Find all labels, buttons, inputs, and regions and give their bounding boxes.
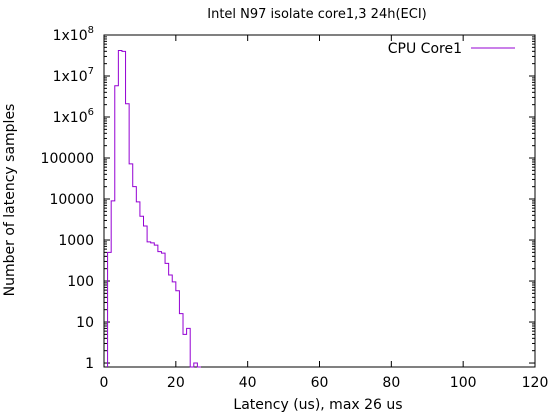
x-tick-label: 0 <box>100 375 109 391</box>
y-tick-label: 1x107 <box>53 66 94 85</box>
y-tick-label: 10000 <box>49 192 94 208</box>
x-tick-label: 100 <box>450 375 477 391</box>
y-tick-label: 1x106 <box>53 107 94 126</box>
y-tick-label: 1 <box>85 356 94 372</box>
x-tick-label: 120 <box>522 375 549 391</box>
plot-area-border <box>103 34 536 368</box>
y-axis-label: Number of latency samples <box>2 104 18 297</box>
x-tick-label: 60 <box>311 375 329 391</box>
x-tick-label: 40 <box>239 375 257 391</box>
series-line-cpu-core1 <box>107 49 201 368</box>
y-tick-label: 100 <box>67 274 94 290</box>
chart-title: Intel N97 isolate core1,3 24h(ECI) <box>207 7 426 22</box>
x-axis-label: Latency (us), max 26 us <box>233 397 402 413</box>
y-tick-label: 1000 <box>58 233 94 249</box>
y-tick-label: 1x108 <box>53 25 94 44</box>
x-axis: 0 20 40 60 80 100 120 <box>100 35 549 391</box>
y-axis: 1x108 1x107 1x106 100000 10000 1000 100 10 1 <box>41 25 535 372</box>
legend: CPU Core1 <box>388 41 515 57</box>
series-layer <box>107 49 201 368</box>
x-tick-label: 20 <box>167 375 185 391</box>
legend-label-cpu-core1: CPU Core1 <box>388 41 462 57</box>
x-tick-label: 80 <box>382 375 400 391</box>
y-tick-label: 100000 <box>41 151 94 167</box>
y-tick-label: 10 <box>76 315 94 331</box>
